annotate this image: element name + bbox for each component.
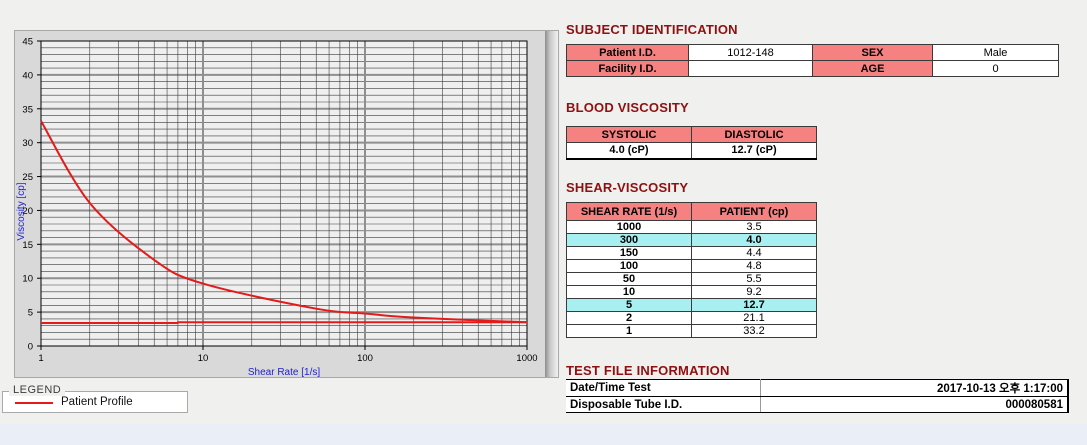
disposable-tube-label: Disposable Tube I.D. xyxy=(566,396,761,413)
datetime-test-value: 2017-10-13 오후 1:17:00 xyxy=(760,379,1069,397)
viscosity-chart-svg: 0 5 10 15 20 25 30 35 40 45 1 10 100 1000 Shear Rate [… xyxy=(16,37,538,378)
datetime-test-label: Date/Time Test xyxy=(566,379,761,397)
svg-text:1000: 1000 xyxy=(516,353,537,364)
svg-text:15: 15 xyxy=(22,240,33,251)
test-file-table: Date/Time Test 2017-10-13 오후 1:17:00 Dis… xyxy=(566,379,1069,413)
patient-cp-header: PATIENT (cp) xyxy=(691,202,817,221)
chart-legend: LEGEND Patient Profile xyxy=(2,384,188,413)
patient-cp-cell: 5.5 xyxy=(691,272,817,286)
disposable-tube-value: 000080581 xyxy=(760,396,1069,413)
svg-text:10: 10 xyxy=(22,274,33,285)
shear-rate-cell: 100 xyxy=(566,259,692,273)
section-title-subject: SUBJECT IDENTIFICATION xyxy=(566,22,738,37)
shear-rate-cell: 50 xyxy=(566,272,692,286)
patient-id-label: Patient I.D. xyxy=(566,44,689,61)
legend-entry-label: Patient Profile xyxy=(61,396,133,408)
shear-rate-header: SHEAR RATE (1/s) xyxy=(566,202,692,221)
systolic-header: SYSTOLIC xyxy=(566,126,692,143)
table-row: Disposable Tube I.D. 000080581 xyxy=(566,396,1069,413)
shear-row: 10 9.2 xyxy=(566,285,817,299)
patient-cp-cell: 21.1 xyxy=(691,311,817,325)
patient-cp-cell: 4.0 xyxy=(691,233,817,247)
shear-viscosity-table: SHEAR RATE (1/s) PATIENT (cp) 1000 3.5 300… xyxy=(566,202,817,338)
facility-id-label: Facility I.D. xyxy=(566,60,689,77)
patient-cp-cell: 33.2 xyxy=(691,324,817,338)
age-value: 0 xyxy=(932,60,1059,77)
svg-text:30: 30 xyxy=(22,138,33,149)
svg-text:5: 5 xyxy=(28,308,33,319)
svg-text:Shear Rate [1/s]: Shear Rate [1/s] xyxy=(248,367,320,377)
diastolic-header: DIASTOLIC xyxy=(691,126,817,143)
patient-cp-cell: 12.7 xyxy=(691,298,817,312)
shear-row: 1000 3.5 xyxy=(566,220,817,234)
panel-bevel xyxy=(545,31,558,377)
table-row: 4.0 (cP) 12.7 (cP) xyxy=(566,142,817,160)
shear-row: 2 21.1 xyxy=(566,311,817,325)
bottom-strip xyxy=(0,424,1087,445)
table-row: Date/Time Test 2017-10-13 오후 1:17:00 xyxy=(566,379,1069,397)
legend-line-sample xyxy=(15,402,53,404)
svg-text:Viscosity [cp]: Viscosity [cp] xyxy=(16,182,27,240)
section-title-test-file: TEST FILE INFORMATION xyxy=(566,363,730,378)
age-label: AGE xyxy=(812,60,933,77)
shear-rate-cell: 300 xyxy=(566,233,692,247)
sex-label: SEX xyxy=(812,44,933,61)
systolic-value: 4.0 (cP) xyxy=(566,142,692,160)
shear-rate-cell: 150 xyxy=(566,246,692,260)
patient-id-value: 1012-148 xyxy=(688,44,813,61)
svg-text:10: 10 xyxy=(198,353,209,364)
section-title-shear-viscosity: SHEAR-VISCOSITY xyxy=(566,180,689,195)
patient-cp-cell: 3.5 xyxy=(691,220,817,234)
shear-row: 1 33.2 xyxy=(566,324,817,338)
facility-id-value xyxy=(688,60,813,77)
subject-table: Patient I.D. 1012-148 SEX Male Facility … xyxy=(566,44,1059,77)
patient-cp-cell: 4.4 xyxy=(691,246,817,260)
shear-row: 300 4.0 xyxy=(566,233,817,247)
table-row: SYSTOLIC DIASTOLIC xyxy=(566,126,817,143)
shear-row: 100 4.8 xyxy=(566,259,817,273)
shear-rate-cell: 5 xyxy=(566,298,692,312)
shear-rate-cell: 2 xyxy=(566,311,692,325)
svg-text:20: 20 xyxy=(22,206,33,217)
svg-text:100: 100 xyxy=(357,353,373,364)
blood-viscosity-table: SYSTOLIC DIASTOLIC 4.0 (cP) 12.7 (cP) xyxy=(566,126,817,160)
shear-row: 50 5.5 xyxy=(566,272,817,286)
patient-cp-cell: 4.8 xyxy=(691,259,817,273)
sex-value: Male xyxy=(932,44,1059,61)
table-row: Facility I.D. AGE 0 xyxy=(566,60,1059,77)
shear-rate-cell: 10 xyxy=(566,285,692,299)
shear-row: 150 4.4 xyxy=(566,246,817,260)
shear-row: 5 12.7 xyxy=(566,298,817,312)
svg-text:45: 45 xyxy=(22,37,33,48)
svg-text:35: 35 xyxy=(22,104,33,115)
shear-rate-cell: 1000 xyxy=(566,220,692,234)
shear-rate-cell: 1 xyxy=(566,324,692,338)
svg-text:40: 40 xyxy=(22,70,33,81)
diastolic-value: 12.7 (cP) xyxy=(691,142,817,160)
viscosity-chart-panel: 0 5 10 15 20 25 30 35 40 45 1 10 100 1000 Shear Rate [… xyxy=(14,30,559,378)
patient-cp-cell: 9.2 xyxy=(691,285,817,299)
legend-title: LEGEND xyxy=(9,384,66,396)
svg-text:25: 25 xyxy=(22,172,33,183)
table-row: Patient I.D. 1012-148 SEX Male xyxy=(566,44,1059,61)
svg-text:0: 0 xyxy=(28,342,33,353)
section-title-blood-viscosity: BLOOD VISCOSITY xyxy=(566,100,689,115)
table-header-row: SHEAR RATE (1/s) PATIENT (cp) xyxy=(566,202,817,221)
svg-text:1: 1 xyxy=(38,353,43,364)
